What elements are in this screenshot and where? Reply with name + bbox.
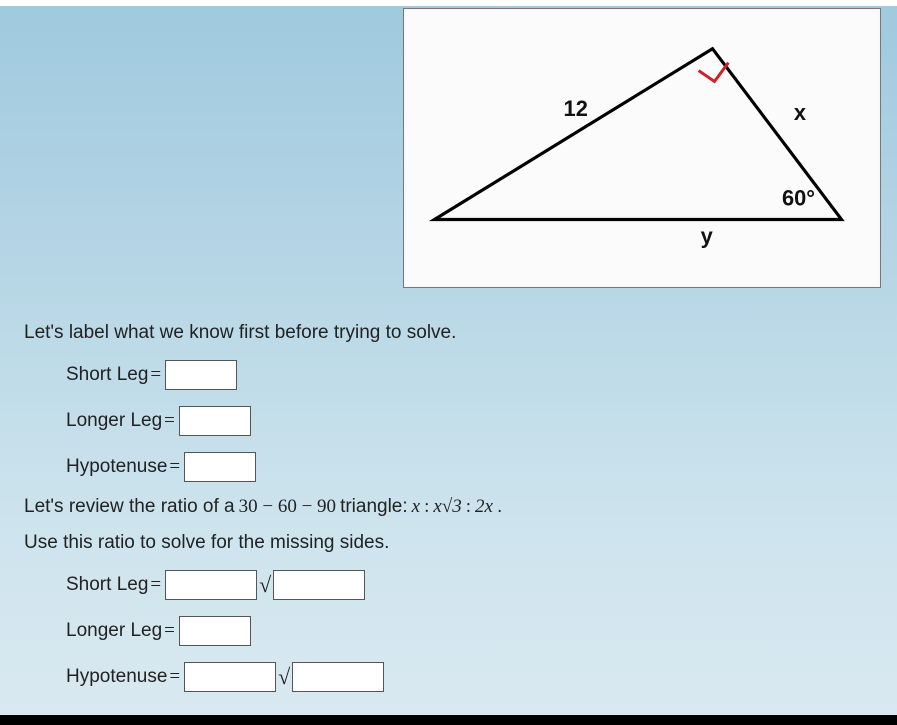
label-y: y [701, 223, 714, 248]
short-leg-input-2b[interactable] [273, 570, 365, 600]
row-hypotenuse-2: Hypotenuse = √ [66, 660, 873, 694]
intro-text: Let's label what we know first before tr… [24, 322, 873, 344]
longer-leg-input-2[interactable] [179, 616, 251, 646]
equals: = [164, 620, 175, 642]
short-leg-input-1[interactable] [165, 360, 237, 390]
ratio-x: x [412, 496, 420, 518]
longer-leg-label: Longer Leg [66, 410, 162, 432]
ratio-mid: triangle: [340, 496, 408, 518]
radical-icon: √ [278, 664, 290, 690]
ratio-colon-2: : [466, 496, 471, 518]
row-short-leg-1: Short Leg = [66, 358, 873, 392]
hypotenuse-input-2b[interactable] [292, 662, 384, 692]
ratio-2x: 2x [475, 496, 493, 518]
equals: = [169, 666, 180, 688]
ratio-colon-1: : [424, 496, 429, 518]
ratio-dot: . [497, 496, 502, 518]
hypotenuse-input-2a[interactable] [184, 662, 276, 692]
hypotenuse-label-2: Hypotenuse [66, 666, 167, 688]
content-area: Let's label what we know first before tr… [24, 322, 873, 706]
ratio-prefix: Let's review the ratio of a [24, 496, 235, 518]
row-longer-leg-1: Longer Leg = [66, 404, 873, 438]
short-leg-label: Short Leg [66, 364, 148, 386]
ratio-xr3: x√3 [433, 496, 461, 518]
hypotenuse-input-1[interactable] [184, 452, 256, 482]
ratio-triangle: 30 − 60 − 90 [239, 496, 336, 518]
ratio-text: Let's review the ratio of a 30 − 60 − 90… [24, 496, 873, 518]
equals: = [150, 364, 161, 386]
short-leg-input-2a[interactable] [165, 570, 257, 600]
label-12: 12 [564, 96, 588, 121]
equals: = [164, 410, 175, 432]
row-hypotenuse-1: Hypotenuse = [66, 450, 873, 484]
label-x: x [794, 100, 806, 125]
triangle-shape [434, 49, 841, 220]
row-short-leg-2: Short Leg = √ [66, 568, 873, 602]
equals: = [169, 456, 180, 478]
label-60: 60° [782, 186, 815, 211]
row-longer-leg-2: Longer Leg = [66, 614, 873, 648]
longer-leg-input-1[interactable] [179, 406, 251, 436]
radical-icon: √ [259, 572, 271, 598]
longer-leg-label-2: Longer Leg [66, 620, 162, 642]
triangle-svg: 12 x y 60° [404, 9, 880, 287]
use-ratio-text: Use this ratio to solve for the missing … [24, 532, 873, 554]
equals: = [150, 574, 161, 596]
short-leg-label-2: Short Leg [66, 574, 148, 596]
hypotenuse-label: Hypotenuse [66, 456, 167, 478]
triangle-diagram: 12 x y 60° [403, 8, 881, 288]
